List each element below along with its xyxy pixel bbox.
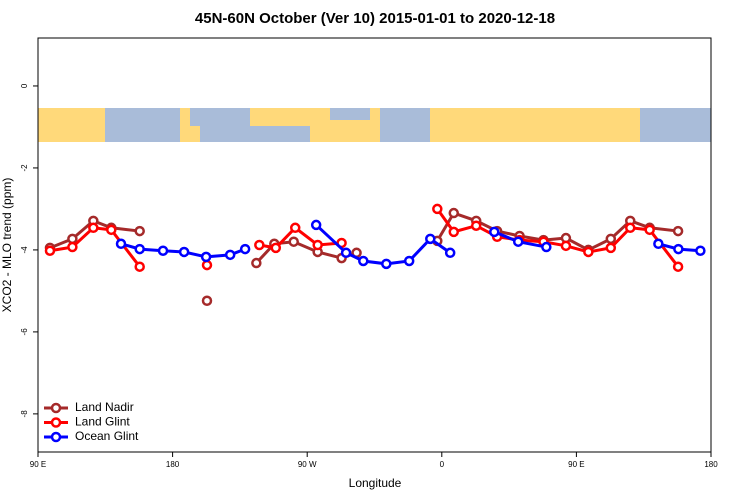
point [115, 238, 127, 250]
point [310, 219, 322, 231]
map-ocean [200, 126, 310, 142]
map-ocean [105, 108, 180, 142]
point [312, 239, 323, 251]
point [560, 240, 572, 252]
point [381, 258, 392, 270]
point [512, 236, 524, 247]
point [624, 222, 636, 234]
y-tick-label: -4 [20, 246, 29, 254]
point [340, 247, 352, 259]
point [448, 207, 460, 219]
point [224, 249, 236, 261]
point [425, 233, 436, 245]
point [251, 257, 262, 269]
y-axis-label: XCO2 - MLO trend (ppm) [0, 178, 14, 313]
x-tick-label: 90 W [298, 460, 317, 469]
series-line [49, 211, 679, 265]
point [254, 239, 265, 251]
map-ocean [190, 108, 250, 126]
point [583, 246, 594, 258]
point [270, 242, 282, 254]
point [134, 261, 145, 272]
legend-label: Land Glint [75, 415, 130, 429]
point [672, 225, 684, 237]
point [157, 245, 169, 256]
point [88, 222, 99, 234]
map-band [38, 108, 711, 142]
map-ocean [380, 108, 430, 142]
x-axis-label: Longitude [349, 476, 402, 490]
point [403, 255, 415, 267]
y-tick-label: -8 [20, 410, 29, 418]
point [605, 233, 617, 245]
legend-marker [50, 417, 62, 428]
point [67, 233, 78, 245]
point [201, 295, 213, 306]
legend-marker [50, 402, 62, 414]
point [489, 226, 500, 238]
legend-label: Land Nadir [75, 400, 134, 414]
point [67, 241, 78, 253]
legend-label: Ocean Glint [75, 429, 139, 443]
point [673, 243, 684, 255]
point [134, 225, 145, 237]
point [201, 259, 213, 271]
y-tick-label: -2 [20, 164, 29, 172]
x-tick-label: 90 E [568, 460, 584, 469]
legend-marker [50, 431, 62, 443]
point [432, 203, 443, 215]
point [541, 241, 552, 253]
point [178, 246, 190, 258]
y-tick-label: 0 [20, 83, 29, 88]
point [695, 245, 706, 256]
point [448, 226, 460, 238]
point [444, 247, 456, 259]
x-tick-label: 0 [440, 460, 445, 469]
point [239, 243, 251, 255]
point [134, 243, 145, 255]
x-tick-label: 90 E [30, 460, 46, 469]
y-tick-label: -6 [20, 328, 29, 336]
map-ocean [640, 108, 711, 142]
point [672, 261, 684, 272]
point [288, 236, 299, 247]
point [470, 220, 482, 231]
map-ocean [330, 108, 370, 120]
x-tick-label: 180 [166, 460, 180, 469]
plot-frame [37, 37, 712, 453]
point [289, 222, 301, 234]
point [653, 238, 664, 250]
point [644, 224, 655, 236]
point [44, 245, 56, 256]
point [605, 242, 617, 254]
point [358, 255, 369, 267]
point [200, 251, 212, 263]
x-tick-label: 180 [704, 460, 718, 469]
chart-title: 45N-60N October (Ver 10) 2015-01-01 to 2… [195, 10, 555, 27]
point [106, 224, 117, 236]
